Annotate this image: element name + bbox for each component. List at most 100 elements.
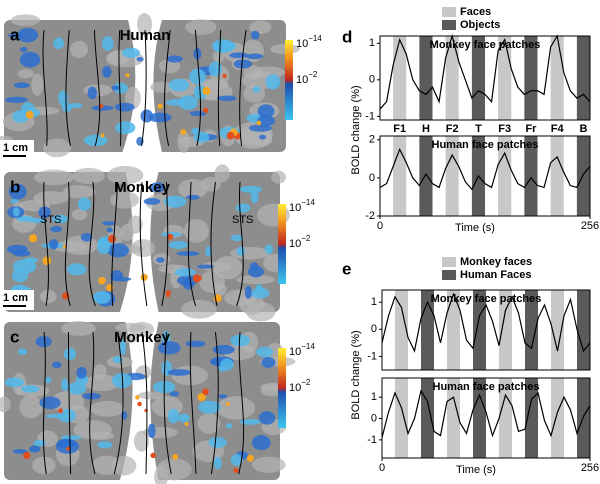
activation <box>17 348 28 355</box>
roi-outline <box>111 181 118 307</box>
stimulus-block <box>499 378 512 458</box>
block-label: F2 <box>446 123 459 135</box>
activation <box>12 449 28 454</box>
colorbar-label: 10−2 <box>289 234 311 250</box>
scale-bar-label: 1 cm <box>3 292 28 304</box>
activation <box>102 66 112 78</box>
activation <box>143 198 161 205</box>
panel-title: Human <box>120 27 171 44</box>
block-label: F3 <box>498 123 511 135</box>
activation-hot <box>29 234 38 243</box>
activation <box>245 53 264 60</box>
roi-outline <box>139 181 148 307</box>
activation <box>68 382 87 395</box>
activation <box>166 98 187 106</box>
activation <box>197 264 215 269</box>
activation <box>148 112 172 123</box>
gyrus <box>197 413 221 434</box>
gyrus <box>177 130 190 153</box>
base: 10 <box>289 238 301 250</box>
roi-outline <box>89 331 96 475</box>
activation-hot <box>233 468 239 474</box>
activation <box>80 232 93 242</box>
colorbar <box>278 204 286 284</box>
gyrus <box>212 50 225 63</box>
activation <box>56 438 77 448</box>
activation <box>257 104 275 118</box>
roi-outline <box>141 29 147 147</box>
activation <box>174 268 196 277</box>
roi-outline <box>113 331 124 475</box>
gyrus <box>201 261 232 272</box>
legend-swatch <box>442 7 456 17</box>
legend-swatch <box>442 270 456 280</box>
stimulus-block <box>550 136 564 216</box>
roi-outline <box>189 331 197 475</box>
chart-title: Human face patches <box>432 139 539 151</box>
activation <box>33 439 47 447</box>
activation <box>213 41 237 52</box>
activation <box>168 78 190 92</box>
roi-outline <box>141 331 148 475</box>
activation <box>178 413 190 423</box>
roi-outline <box>210 181 218 307</box>
legend-label: Faces <box>460 6 491 18</box>
activation <box>97 441 113 449</box>
activation <box>12 207 20 217</box>
activation <box>235 203 251 213</box>
activation <box>236 246 246 256</box>
stimulus-block <box>524 136 538 216</box>
gyrus <box>185 19 217 35</box>
roi-outline <box>161 181 169 307</box>
activation <box>220 358 234 371</box>
activation <box>102 221 116 226</box>
stimulus-block <box>421 378 434 458</box>
y-tick-label: -1 <box>365 110 375 122</box>
activation-hot <box>225 402 230 407</box>
gyrus <box>70 40 89 58</box>
stimulus-block <box>550 36 564 120</box>
block-label: F4 <box>551 123 565 135</box>
roi-outline <box>238 331 245 475</box>
legend-swatch <box>442 20 456 30</box>
base: 10 <box>296 74 308 86</box>
stimulus-block <box>498 136 512 216</box>
activation <box>251 30 260 40</box>
gyrus <box>73 420 112 440</box>
activation <box>208 436 227 448</box>
activation <box>149 182 165 193</box>
gyrus <box>154 466 169 484</box>
y-tick-label: 1 <box>371 391 377 403</box>
y-tick-label: 2 <box>369 134 375 146</box>
y-tick-label: 0 <box>369 172 375 184</box>
activation-hot <box>172 454 179 460</box>
exponent: −14 <box>301 198 315 207</box>
gyrus <box>243 65 263 80</box>
activation <box>61 378 69 392</box>
colorbar-label: 10−14 <box>289 198 315 214</box>
stimulus-block <box>445 136 459 216</box>
activation-hot <box>167 233 174 240</box>
activation <box>216 95 237 102</box>
gyrus <box>183 219 209 243</box>
activation <box>168 240 188 249</box>
gyrus <box>39 289 57 304</box>
y-tick-label: 1 <box>369 37 375 49</box>
activation <box>45 376 52 384</box>
activation <box>110 270 123 281</box>
colorbar-label: 10−2 <box>296 70 318 86</box>
activation <box>189 110 207 117</box>
block-label: Fr <box>525 123 537 135</box>
activation-hot <box>202 86 211 95</box>
stimulus-block <box>473 378 486 458</box>
activation <box>247 266 264 278</box>
activation <box>29 445 41 453</box>
roi-outline <box>187 181 197 307</box>
activation <box>140 109 154 123</box>
activation <box>112 355 123 364</box>
activation <box>12 250 31 257</box>
activation <box>248 124 273 132</box>
